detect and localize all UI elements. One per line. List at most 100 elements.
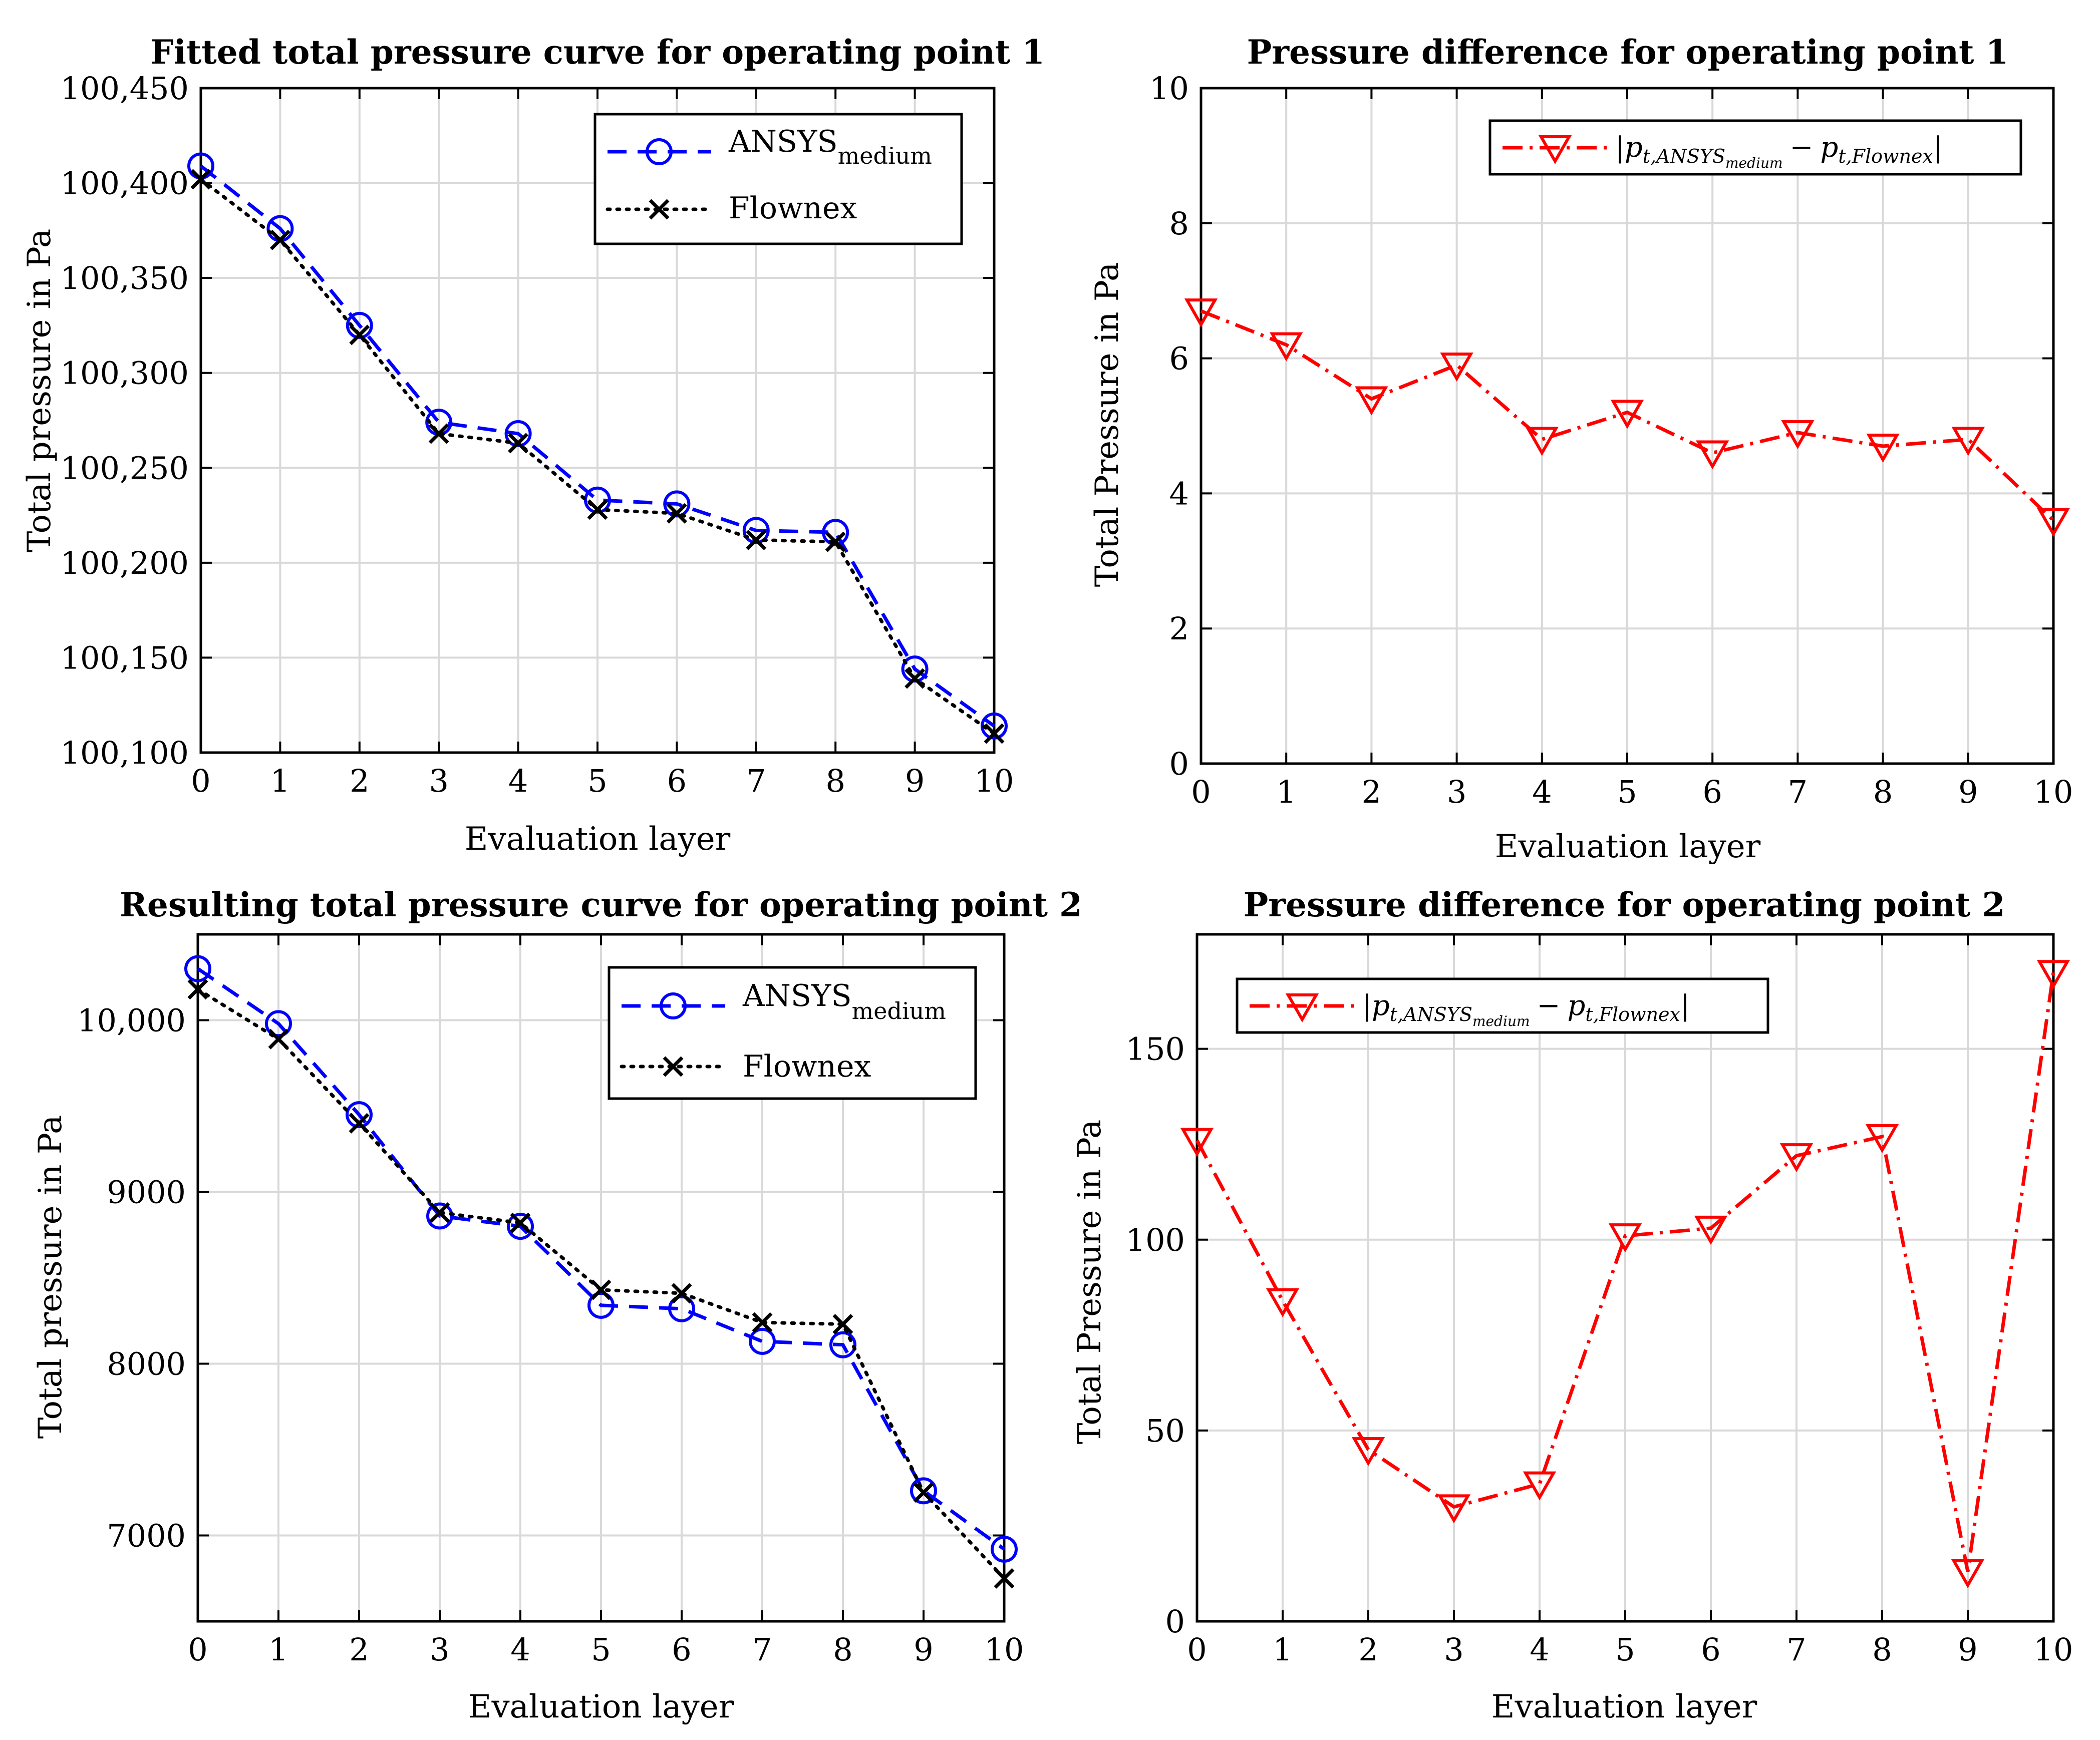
data-point-x	[590, 1279, 612, 1300]
legend: |pt,ANSYSmedium − pt,Flownex|	[1488, 119, 2022, 176]
x-tick-label: 8	[1873, 774, 1893, 810]
x-tick-label: 10	[2034, 1631, 2073, 1668]
x-tick-label: 6	[1702, 774, 1722, 810]
x-tick-label: 0	[191, 763, 210, 799]
y-tick-label: 150	[1126, 1031, 1185, 1068]
chart-title: Pressure difference for operating point …	[1244, 885, 2005, 924]
y-axis-label: Total pressure in Pa	[32, 1115, 69, 1439]
y-tick-label: 4	[1169, 475, 1189, 512]
data-point-x	[508, 433, 529, 454]
data-point-x	[994, 1568, 1015, 1589]
data-point-triangle	[1866, 433, 1900, 463]
x-tick-label: 6	[667, 763, 687, 799]
y-tick-label: 100	[1126, 1222, 1185, 1258]
x-tick-label: 1	[268, 1631, 288, 1668]
data-point-triangle	[1951, 1559, 1985, 1588]
x-axis-label: Evaluation layer	[468, 1688, 734, 1725]
data-point-triangle	[1523, 1471, 1557, 1501]
y-tick-label: 100,100	[61, 735, 189, 771]
x-tick-label: 1	[270, 763, 290, 799]
data-point-triangle	[1270, 332, 1303, 362]
plot-frame	[196, 933, 1006, 1623]
data-point-triangle	[2036, 960, 2070, 989]
y-tick-label: 0	[1165, 1603, 1185, 1640]
data-point-triangle	[1865, 1124, 1899, 1154]
x-tick-label: 9	[905, 763, 925, 799]
legend-marker-circle	[660, 992, 687, 1019]
y-tick-label: 2	[1169, 610, 1189, 647]
x-tick-label: 1	[1273, 1631, 1292, 1668]
data-point-x	[268, 1028, 289, 1050]
x-tick-label: 3	[429, 763, 448, 799]
y-axis-label: Total Pressure in Pa	[1089, 262, 1126, 587]
legend-marker-triangle-down	[1538, 135, 1572, 165]
x-axis-label: Evaluation layer	[1491, 1688, 1757, 1725]
x-tick-label: 6	[672, 1631, 691, 1668]
chart-panel-3: Resulting total pressure curve for opera…	[32, 885, 1082, 1725]
x-tick-label: 8	[833, 1631, 852, 1668]
y-tick-label: 6	[1169, 340, 1189, 377]
x-tick-label: 5	[591, 1631, 611, 1668]
legend-label-ansys: ANSYSmedium	[742, 978, 946, 1024]
x-tick-label: 1	[1276, 774, 1296, 810]
y-tick-label: 7000	[107, 1518, 186, 1554]
data-point-circle	[829, 1331, 856, 1358]
x-tick-label: 10	[2034, 774, 2073, 810]
x-tick-label: 9	[914, 1631, 933, 1668]
x-tick-label: 5	[1617, 774, 1637, 810]
data-point-circle	[184, 955, 211, 982]
y-tick-label: 8000	[107, 1346, 186, 1382]
y-tick-label: 8	[1169, 205, 1189, 242]
x-tick-label: 3	[1447, 774, 1466, 810]
series-line	[1200, 309, 2055, 522]
legend-label-difference: |pt,ANSYSmedium − pt,Flownex|	[1362, 989, 1690, 1029]
y-tick-label: 0	[1169, 746, 1189, 782]
x-tick-label: 0	[1187, 1631, 1207, 1668]
y-tick-label: 100,300	[61, 355, 189, 392]
chart-panel-1: Fitted total pressure curve for operatin…	[21, 33, 1045, 858]
x-tick-label: 10	[975, 763, 1014, 799]
y-tick-label: 100,350	[61, 260, 189, 296]
data-point-triangle	[1781, 420, 1815, 450]
x-axis-label: Evaluation layer	[465, 821, 731, 858]
x-tick-label: 2	[350, 763, 369, 799]
y-tick-label: 10,000	[77, 1002, 186, 1039]
chart-title: Pressure difference for operating point …	[1247, 33, 2009, 72]
legend-label-flownex: Flownex	[743, 1049, 871, 1084]
data-point-x	[825, 531, 846, 552]
chart-title: Fitted total pressure curve for operatin…	[150, 33, 1045, 72]
data-point-triangle	[1951, 427, 1985, 456]
data-point-circle	[910, 1477, 937, 1505]
data-point-triangle	[1266, 1288, 1300, 1317]
data-point-circle	[346, 311, 373, 339]
y-axis-label: Total pressure in Pa	[21, 229, 58, 552]
data-point-x	[832, 1314, 853, 1335]
y-tick-label: 100,150	[61, 639, 189, 676]
x-tick-label: 7	[752, 1631, 772, 1668]
series-line	[197, 967, 1006, 1551]
data-point-circle	[822, 519, 849, 546]
data-point-circle	[426, 1202, 453, 1230]
data-point-triangle	[1351, 1437, 1385, 1467]
data-point-triangle	[1696, 440, 1729, 470]
x-tick-label: 8	[1872, 1631, 1892, 1668]
data-point-circle	[663, 490, 691, 518]
series-line	[1195, 972, 2055, 1572]
x-tick-label: 0	[1191, 774, 1211, 810]
chart-panel-4: Pressure difference for operating point …	[1071, 885, 2073, 1725]
legend-marker-x	[663, 1056, 684, 1077]
x-tick-label: 3	[1444, 1631, 1463, 1668]
data-point-triangle	[1440, 353, 1473, 382]
plot-frame	[1195, 933, 2055, 1623]
x-tick-label: 8	[825, 763, 845, 799]
data-point-x	[510, 1212, 531, 1233]
legend: ANSYSmedium Flownex	[593, 113, 963, 245]
y-tick-label: 9000	[107, 1174, 186, 1211]
legend-marker-circle	[646, 138, 673, 165]
data-point-x	[269, 229, 290, 250]
x-tick-label: 5	[587, 763, 607, 799]
y-tick-label: 10	[1149, 70, 1189, 107]
plot-frame	[1199, 87, 2055, 765]
x-tick-label: 4	[510, 1631, 530, 1668]
data-point-circle	[742, 517, 770, 544]
